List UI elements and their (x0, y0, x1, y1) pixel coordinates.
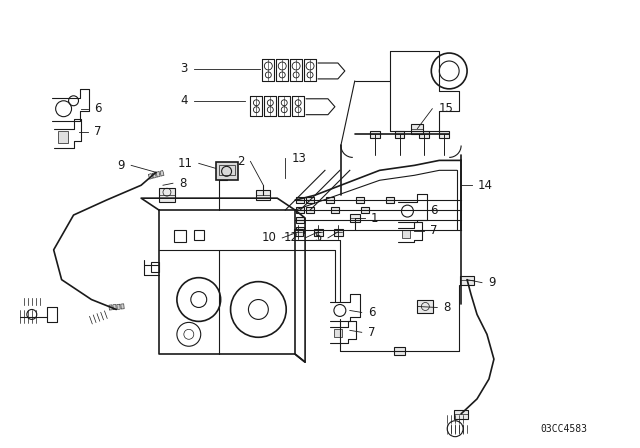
Bar (361, 207, 369, 213)
Polygon shape (113, 305, 116, 310)
Text: 9: 9 (488, 276, 495, 289)
Text: 10: 10 (261, 232, 276, 245)
Bar (296, 197, 304, 203)
Bar (356, 197, 364, 203)
Text: 1: 1 (371, 211, 378, 224)
Bar (394, 347, 406, 355)
Text: 12: 12 (284, 232, 299, 245)
Bar (412, 124, 423, 134)
Text: 7: 7 (95, 125, 102, 138)
Bar (296, 217, 304, 223)
Bar (219, 165, 234, 175)
Bar (394, 130, 404, 138)
Polygon shape (152, 172, 156, 178)
Bar (194, 230, 204, 240)
Bar (174, 230, 186, 242)
Text: 13: 13 (291, 152, 306, 165)
Polygon shape (160, 171, 164, 176)
Bar (257, 190, 270, 200)
Polygon shape (148, 174, 152, 179)
Bar (296, 227, 304, 233)
Text: 15: 15 (438, 102, 453, 115)
Text: 11: 11 (178, 157, 193, 170)
Bar (306, 197, 314, 203)
Text: 3: 3 (180, 62, 188, 75)
Bar (460, 276, 474, 284)
Bar (385, 197, 394, 203)
Bar (326, 197, 334, 203)
Text: 7: 7 (368, 326, 375, 339)
Polygon shape (156, 172, 160, 177)
Bar (216, 162, 237, 180)
Polygon shape (121, 304, 124, 309)
Bar (296, 207, 304, 213)
Text: 9: 9 (118, 159, 125, 172)
Bar (350, 214, 360, 222)
Bar (334, 329, 342, 337)
Bar (370, 130, 380, 138)
Text: 5: 5 (315, 232, 322, 245)
Text: 2: 2 (237, 155, 244, 168)
Text: 7: 7 (430, 224, 438, 237)
Bar (314, 229, 323, 236)
Bar (159, 188, 175, 202)
Bar (151, 262, 159, 271)
Text: 4: 4 (180, 94, 188, 107)
Text: 8: 8 (444, 301, 451, 314)
Text: 8: 8 (179, 177, 186, 190)
Bar (403, 230, 410, 238)
Bar (454, 410, 468, 419)
Text: 14: 14 (478, 179, 493, 192)
Bar (306, 207, 314, 213)
Text: 6: 6 (430, 203, 438, 216)
Polygon shape (117, 304, 120, 310)
Text: 6: 6 (95, 102, 102, 115)
Bar (417, 300, 433, 314)
Bar (439, 130, 449, 138)
Bar (294, 229, 303, 236)
Text: 03CC4583: 03CC4583 (540, 424, 587, 434)
Bar (331, 207, 339, 213)
Bar (419, 130, 429, 138)
Polygon shape (109, 305, 112, 310)
Bar (334, 229, 343, 236)
Text: 6: 6 (368, 306, 375, 319)
Bar (58, 130, 68, 142)
